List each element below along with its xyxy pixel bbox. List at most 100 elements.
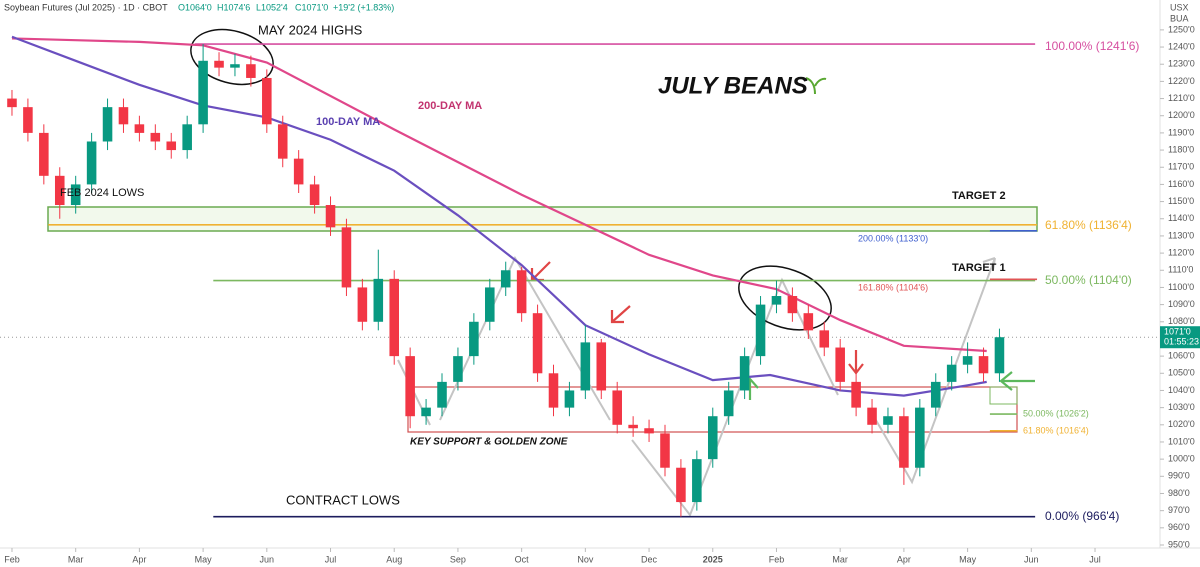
candle-body: [357, 287, 368, 322]
sprout-icon: [805, 77, 827, 95]
candle-body: [309, 184, 320, 206]
candle-body: [771, 296, 782, 305]
y-tick-label: 990'0: [1168, 471, 1190, 481]
moving-average: [11, 37, 987, 353]
candle-body: [915, 407, 925, 468]
candle-body: [39, 132, 49, 176]
candle-body: [946, 364, 957, 382]
candle-body: [373, 278, 384, 322]
level-label: 200.00% (1133'0): [858, 233, 928, 243]
x-tick-label: May: [959, 554, 977, 564]
y-tick-label: 1220'0: [1168, 76, 1195, 86]
price-tag-label: 1071'0: [1164, 327, 1191, 337]
candle-body: [293, 158, 304, 185]
candle-body: [930, 381, 941, 408]
candle-body: [54, 175, 65, 206]
arrow: [741, 371, 1035, 400]
x-tick-label: Aug: [386, 554, 402, 564]
y-tick-label: 1100'0: [1168, 282, 1194, 292]
ma-label: 200-DAY MA: [418, 100, 482, 112]
x-tick-label: Oct: [515, 554, 530, 564]
candle-body: [214, 60, 224, 68]
candle-body: [453, 356, 463, 382]
candle-body: [755, 304, 766, 357]
level-label: 100.00% (1241'6): [1045, 39, 1139, 53]
x-tick-label: Dec: [641, 554, 658, 564]
y-tick-label: 1080'0: [1168, 316, 1195, 326]
chart-title: JULY BEANS: [658, 72, 808, 99]
candle-body: [341, 227, 352, 288]
y-tick-label: 1210'0: [1168, 93, 1195, 103]
candle-body: [134, 124, 145, 133]
moving-average: [11, 35, 987, 397]
x-tick-label: Mar: [832, 554, 848, 564]
y-tick-label: 1190'0: [1168, 127, 1194, 137]
annotation: CONTRACT LOWS: [286, 492, 400, 507]
y-tick-label: 1090'0: [1168, 299, 1195, 309]
y-tick-label: 1130'0: [1168, 230, 1194, 240]
candle-body: [230, 64, 240, 68]
price-tag-timer: 01:55:23: [1164, 337, 1199, 347]
x-tick-label: Jul: [325, 554, 337, 564]
plot: [0, 35, 1160, 518]
header-high: H1074'6: [217, 2, 250, 12]
y-tick-label: 1170'0: [1168, 162, 1194, 172]
x-tick-label: Apr: [897, 554, 911, 564]
y-tick-label: 1240'0: [1168, 41, 1195, 51]
y-tick-label: 1010'0: [1168, 436, 1195, 446]
x-tick-label: Sep: [450, 554, 466, 564]
level-label: 0.00% (966'4): [1045, 509, 1119, 523]
annotation: KEY SUPPORT & GOLDEN ZONE: [410, 437, 568, 448]
header-title: Soybean Futures (Jul 2025) · 1D · CBOT: [4, 2, 168, 12]
y-tick-label: 1150'0: [1168, 196, 1194, 206]
y-tick-label: 970'0: [1168, 505, 1190, 515]
candle-body: [564, 390, 575, 408]
candle-body: [994, 337, 1005, 374]
level-label: 61.80% (1136'4): [1045, 218, 1132, 232]
candle-body: [707, 416, 718, 460]
x-tick-label: May: [195, 554, 213, 564]
candle-body: [389, 278, 400, 357]
candle-body: [198, 60, 208, 125]
candle-body: [644, 428, 654, 434]
y-tick-label: 1020'0: [1168, 419, 1195, 429]
y-tick-label: 1200'0: [1168, 110, 1195, 120]
candle-body: [883, 416, 893, 425]
level-label: 61.80% (1016'4): [1023, 425, 1089, 435]
header-change: +19'2 (+1.83%): [333, 2, 394, 12]
candle-body: [835, 347, 845, 382]
candle-body: [277, 124, 288, 159]
candle-body: [739, 356, 750, 391]
x-tick-label: Jul: [1089, 554, 1101, 564]
y-tick-label: 960'0: [1168, 522, 1190, 532]
y-tick-label: 1140'0: [1168, 213, 1194, 223]
y-tick-label: 1180'0: [1168, 144, 1194, 154]
annotation: FEB 2024 LOWS: [60, 187, 144, 199]
candle-body: [532, 313, 543, 374]
header-close: C1071'0: [295, 2, 328, 12]
zone-box: [989, 386, 1018, 405]
candle-body: [182, 124, 192, 151]
candle-body: [325, 205, 336, 228]
candle-body: [150, 132, 161, 142]
x-tick-label: Mar: [68, 554, 84, 564]
candle-body: [548, 373, 559, 408]
x-tick-label: Nov: [577, 554, 594, 564]
candle-body: [867, 407, 877, 425]
candle-body: [962, 356, 973, 365]
candle-body: [612, 390, 622, 425]
y-tick-label: 1160'0: [1168, 179, 1194, 189]
candle-body: [246, 64, 256, 78]
y-tick-label: 1040'0: [1168, 385, 1195, 395]
y-tick-label: 1000'0: [1168, 454, 1195, 464]
candle-body: [978, 356, 989, 374]
candle-body: [166, 141, 177, 151]
highlight-ellipse: [190, 28, 274, 86]
candle-body: [899, 416, 909, 468]
currency: USX: [1170, 2, 1189, 12]
candle-body: [469, 321, 479, 357]
y-tick-label: 1060'0: [1168, 350, 1195, 360]
x-tick-label: 2025: [703, 554, 723, 564]
